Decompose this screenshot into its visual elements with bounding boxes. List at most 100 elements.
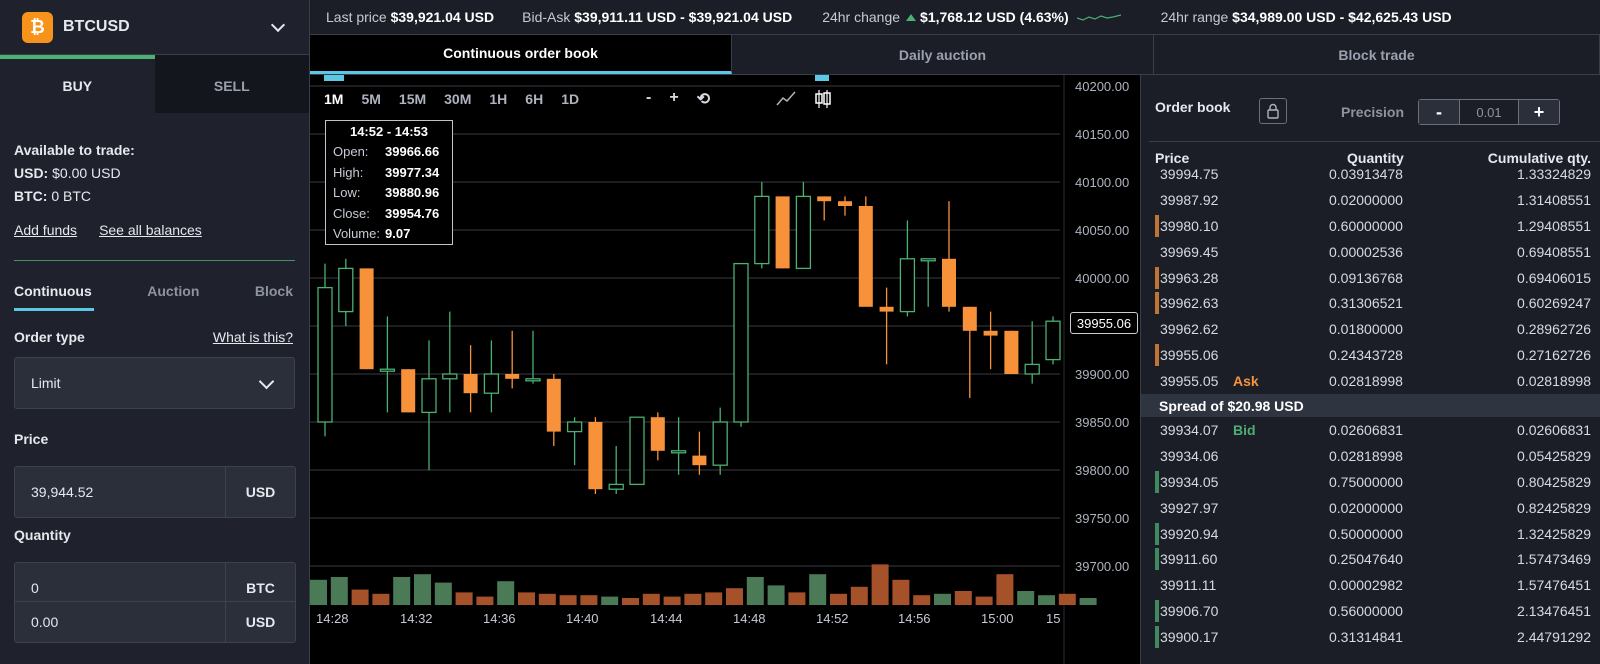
candlestick-icon[interactable] <box>814 89 832 109</box>
sell-tab[interactable]: SELL <box>154 55 309 113</box>
tab-continuous[interactable]: Continuous <box>14 283 92 299</box>
volume-bar <box>726 588 743 605</box>
ohlc-time: 14:52 - 14:53 <box>349 124 429 139</box>
volume-bar <box>934 593 951 605</box>
bid-row[interactable]: 39934.06 0.02818998 0.05425829 <box>1141 443 1600 469</box>
timeframe-30m[interactable]: 30M <box>444 91 472 107</box>
ohlc-high-label: High: <box>333 164 364 180</box>
volume-bar <box>1079 598 1097 605</box>
tab-daily-auction[interactable]: Daily auction <box>732 35 1154 74</box>
ask-row[interactable]: 39955.06 0.24343728 0.27162726 <box>1141 342 1600 368</box>
bid-row[interactable]: 39934.07 Bid 0.02606831 0.02606831 <box>1141 417 1600 443</box>
tab-auction[interactable]: Auction <box>147 283 200 299</box>
x-tick-label: 14:44 <box>650 611 683 626</box>
ask-row[interactable]: 39994.75 0.03913478 1.33324829 <box>1141 161 1600 187</box>
precision-label: Precision <box>1341 104 1405 120</box>
candle-body-down <box>359 268 374 370</box>
zoom-in-button[interactable]: + <box>669 89 679 106</box>
price-field[interactable]: 39,944.52 USD <box>14 466 296 518</box>
volume-bar <box>850 586 868 605</box>
last-price-label: Last price <box>326 9 387 25</box>
ask-row[interactable]: 39963.28 0.09136768 0.69406015 <box>1141 265 1600 291</box>
quantity-btc-input[interactable]: 0 <box>31 579 39 596</box>
order-book: Order book Precision - 0.01 + Price Quan… <box>1140 75 1600 664</box>
ask-row[interactable]: 39980.10 0.60000000 1.29408551 <box>1141 213 1600 239</box>
volume-bar <box>310 579 327 605</box>
precision-decrease-button[interactable]: - <box>1419 100 1459 124</box>
candle-body-up <box>566 421 583 433</box>
x-tick-label: 14:32 <box>400 611 433 626</box>
chart-type-toggle <box>776 89 832 109</box>
candlestick-chart[interactable]: 40200.00 40150.00 40100.00 40050.00 40000.00… <box>310 75 1140 664</box>
tab-block-trade[interactable]: Block trade <box>1154 35 1600 74</box>
candle-body-up <box>712 421 728 466</box>
reset-zoom-icon[interactable]: ⟲ <box>696 91 711 108</box>
depth-bar <box>1155 626 1159 649</box>
y-tick-label: 39750.00 <box>1075 511 1129 526</box>
zoom-out-button[interactable]: - <box>646 89 652 106</box>
order-cumulative: 1.29408551 <box>1517 217 1591 234</box>
candle-body-up <box>1045 320 1061 361</box>
bid-row[interactable]: 39927.97 0.02000000 0.82425829 <box>1141 495 1600 521</box>
order-quantity: 0.75000000 <box>1329 473 1403 490</box>
order-quantity: 0.50000000 <box>1329 525 1403 542</box>
quantity-usd-input[interactable]: 0.00 <box>31 614 59 630</box>
symbol-selector[interactable]: ₿ BTCUSD <box>0 0 309 55</box>
sparkline-icon <box>1076 14 1121 21</box>
ohlc-close-label: Close: <box>333 205 370 221</box>
buy-tab[interactable]: BUY <box>0 55 155 113</box>
lock-button[interactable] <box>1259 98 1287 124</box>
order-quantity: 0.02000000 <box>1329 499 1403 516</box>
depth-bar <box>1155 214 1159 237</box>
order-price: 39911.11 <box>1160 577 1217 594</box>
timeframe-1h[interactable]: 1H <box>489 91 508 107</box>
up-arrow-icon <box>906 14 917 21</box>
bid-row[interactable]: 39911.11 0.00002982 1.57476451 <box>1141 572 1600 598</box>
price-chart[interactable]: 40200.00 40150.00 40100.00 40050.00 40000.00… <box>310 75 1140 664</box>
current-price-tag: 39955.06 <box>1070 312 1138 334</box>
quantity-usd-field[interactable]: 0.00 USD <box>14 601 296 643</box>
bid-row[interactable]: 39934.05 0.75000000 0.80425829 <box>1141 469 1600 495</box>
volume-bar <box>788 592 806 605</box>
ask-row[interactable]: 39987.92 0.02000000 1.31408551 <box>1141 187 1600 213</box>
volume-bar <box>372 593 390 605</box>
timeframe-5m[interactable]: 5M <box>361 91 381 107</box>
what-is-this-link[interactable]: What is this? <box>212 329 293 345</box>
spread-text: Spread of $20.98 USD <box>1159 398 1304 415</box>
precision-increase-button[interactable]: + <box>1519 100 1559 124</box>
timeframe-6h[interactable]: 6H <box>525 91 544 107</box>
ask-row[interactable]: 39962.62 0.01800000 0.28962726 <box>1141 316 1600 342</box>
timeframe-15m[interactable]: 15M <box>398 91 427 107</box>
tab-block[interactable]: Block <box>254 283 293 299</box>
price-input[interactable]: 39,944.52 <box>31 484 94 500</box>
ask-row[interactable]: 39962.63 0.31306521 0.60269247 <box>1141 290 1600 316</box>
volume-bar <box>330 577 348 605</box>
chevron-down-icon[interactable] <box>270 17 286 32</box>
order-price: 39934.06 <box>1160 447 1219 464</box>
see-all-balances-link[interactable]: See all balances <box>99 222 202 238</box>
depth-bar <box>1155 344 1159 367</box>
order-quantity: 0.31314841 <box>1329 629 1403 646</box>
bid-row[interactable]: 39920.94 0.50000000 1.32425829 <box>1141 521 1600 547</box>
timeframe-1d[interactable]: 1D <box>561 91 580 107</box>
volume-bar <box>538 593 556 605</box>
bid-row[interactable]: 39906.70 0.56000000 2.13476451 <box>1141 598 1600 624</box>
line-chart-icon[interactable] <box>776 89 796 107</box>
bid-ask-stat: Bid-Ask $39,911.11 USD - $39,921.04 USD <box>522 9 792 25</box>
y-tick-label: 40000.00 <box>1075 271 1129 286</box>
depth-bar <box>1155 470 1159 493</box>
available-title: Available to trade: <box>14 142 135 158</box>
timeframe-1m[interactable]: 1M <box>324 91 344 107</box>
precision-stepper: - 0.01 + <box>1418 99 1560 125</box>
ask-row[interactable]: 39955.05 Ask 0.02818998 0.02818998 <box>1141 368 1600 394</box>
ask-row[interactable]: 39969.45 0.00002536 0.69408551 <box>1141 239 1600 265</box>
volume-bar <box>830 593 847 605</box>
order-type-select[interactable]: Limit <box>14 357 295 409</box>
tab-continuous-order-book[interactable]: Continuous order book <box>310 35 732 74</box>
bid-row[interactable]: 39900.17 0.31314841 2.44791292 <box>1141 624 1600 650</box>
col-price: Price <box>1155 150 1190 166</box>
volume-bar <box>871 564 889 605</box>
add-funds-link[interactable]: Add funds <box>14 222 78 238</box>
bid-row[interactable]: 39911.60 0.25047640 1.57473469 <box>1141 546 1600 572</box>
range-stat: 24hr range $34,989.00 USD - $42,625.43 U… <box>1161 9 1452 25</box>
